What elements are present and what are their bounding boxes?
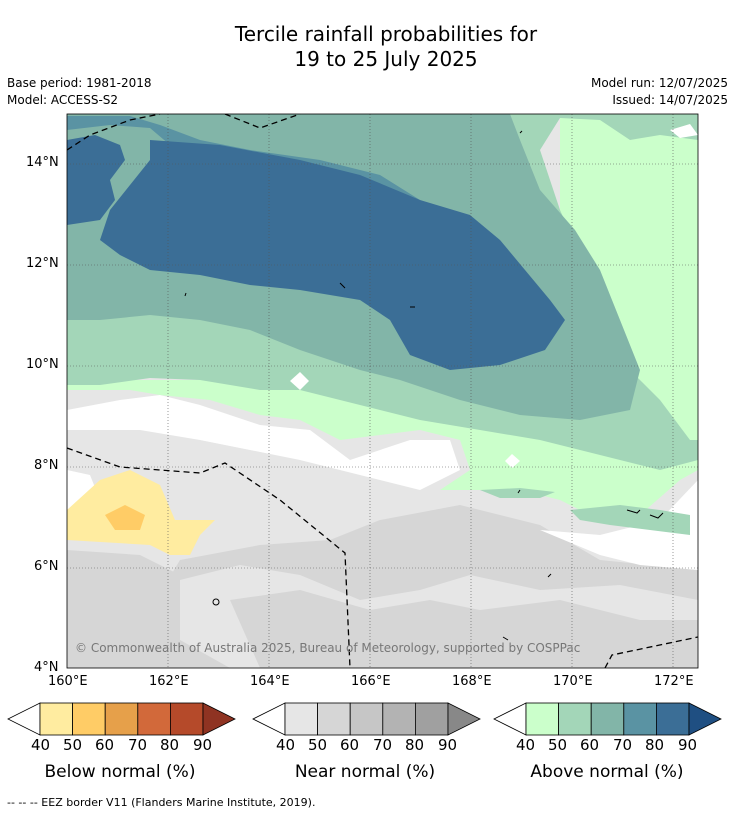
above-normal-80-west [67,135,125,225]
lat-label-6n: 6°N [34,559,59,574]
lat-label-4n: 4°N [34,660,59,675]
above-tick-70: 70 [613,736,633,754]
eez-borders [67,114,698,668]
near-normal-swatch [414,702,449,736]
near-normal-50-west [67,550,180,640]
lon-label-164e: 164°E [250,674,290,689]
below-tick-80: 80 [160,736,180,754]
above-normal-extend-left [493,702,527,736]
model-name: Model: ACCESS-S2 [7,93,119,107]
map-title: Tercile rainfall probabilities for 19 to… [0,22,736,72]
near-tick-50: 50 [308,736,328,754]
near-normal-swatch [284,702,318,736]
above-tick-40: 40 [516,736,536,754]
near-normal-extend-left [252,702,286,736]
above-normal-50-east [570,505,690,535]
below-tick-70: 70 [128,736,148,754]
above-tick-60: 60 [580,736,600,754]
above-normal-swatch [623,702,657,736]
above-tick-50: 50 [548,736,568,754]
lat-label-14n: 14°N [26,155,59,170]
below-normal-swatch [169,702,204,736]
lon-label-170e: 170°E [553,674,593,689]
below-tick-90: 90 [193,736,213,754]
white-gap-north [67,395,460,490]
title-line-2: 19 to 25 July 2025 [294,47,478,71]
copyright-notice: © Commonwealth of Australia 2025, Bureau… [75,641,581,655]
meta-left: Base period: 1981-2018 Model: ACCESS-S2 [7,75,152,109]
above-normal-80 [100,140,565,370]
map-frame [66,113,699,669]
below-normal-extend-right [202,702,236,736]
near-normal-swatch [317,702,351,736]
near-tick-70: 70 [373,736,393,754]
lat-label-8n: 8°N [34,458,59,473]
below-normal-swatch [104,702,139,736]
above-tick-90: 90 [678,736,698,754]
title-line-1: Tercile rainfall probabilities for [234,22,538,46]
above-normal-swatch [525,702,559,736]
near-tick-60: 60 [340,736,360,754]
colorbars [7,702,722,736]
white-gap-east [540,480,698,570]
near-normal-swatch [382,702,416,736]
lat-label-12n: 12°N [26,256,59,271]
lon-label-162e: 162°E [149,674,189,689]
islands [184,130,664,641]
near-tick-90: 90 [438,736,458,754]
near-normal-title: Near normal (%) [294,762,436,782]
near-tick-80: 80 [405,736,425,754]
near-normal-extend-right [447,702,481,736]
below-tick-50: 50 [63,736,83,754]
near-normal-swatch [349,702,384,736]
above-normal-50-patch [480,488,555,498]
lon-label-166e: 166°E [351,674,391,689]
eez-footer-note: -- -- -- EEZ border V11 (Flanders Marine… [7,796,316,809]
below-normal-title: Below normal (%) [44,762,196,782]
lon-label-160e: 160°E [48,674,88,689]
white-hole-3 [670,124,698,138]
issued-date: Issued: 14/07/2025 [612,93,728,107]
white-hole-2 [505,454,520,468]
near-tick-40: 40 [276,736,296,754]
below-tick-40: 40 [31,736,51,754]
below-normal-swatch [72,702,106,736]
map-panel [67,114,698,668]
above-normal-title: Above normal (%) [530,762,684,782]
below-normal-50 [105,505,145,530]
above-tick-80: 80 [645,736,665,754]
gridlines [67,114,698,668]
below-normal-extend-left [7,702,41,736]
below-normal-40 [67,470,215,555]
lon-label-168e: 168°E [452,674,492,689]
lat-label-10n: 10°N [26,357,59,372]
base-period: Base period: 1981-2018 [7,76,152,90]
below-normal-swatch [137,702,171,736]
above-normal-swatch [558,702,592,736]
above-normal-extend-right [688,702,722,736]
white-hole-1 [290,372,309,390]
above-normal-swatch [590,702,625,736]
lon-label-172e: 172°E [654,674,694,689]
below-normal-swatch [39,702,73,736]
below-tick-60: 60 [95,736,115,754]
above-normal-swatch [656,702,690,736]
meta-right: Model run: 12/07/2025 Issued: 14/07/2025 [591,75,728,109]
model-run: Model run: 12/07/2025 [590,76,728,90]
